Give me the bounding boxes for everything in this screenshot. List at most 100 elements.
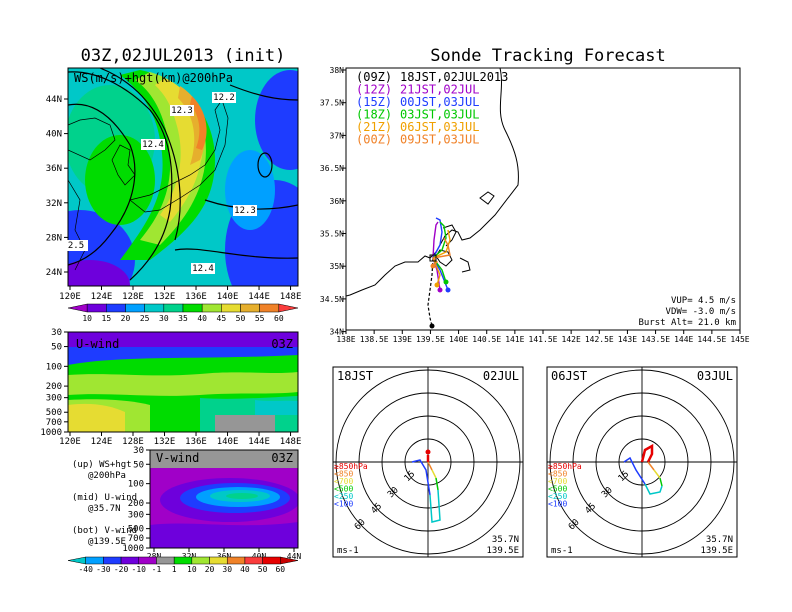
track-legend-value: 21JST,02JUL	[400, 83, 479, 97]
lon-tick-label: 140.5E	[472, 335, 501, 344]
level-label: <700	[334, 477, 353, 486]
level-label: <100	[334, 500, 353, 509]
colorbar-label: -10	[132, 565, 147, 574]
lon-tick-label: 136E	[185, 292, 207, 302]
colorbar-label: 15	[102, 314, 112, 323]
colorbar-label: 60	[274, 314, 284, 323]
contour-label-bg	[191, 263, 215, 274]
ws-colorbar: 10 15 20 25 30 35 40 45 50 55 60	[67, 303, 299, 323]
uwind-time: 03Z	[271, 337, 293, 351]
ws-map-panel: WS(m/s)+hgt(km)@200hPa 12.3 12.2 12.4 12.3 1…	[46, 67, 301, 302]
lon-tick-label: 138E	[336, 335, 355, 344]
hodo1-right: 02JUL	[483, 369, 519, 383]
colorbar-swatch	[86, 303, 107, 313]
track-legend-value: 03JST,03JUL	[400, 108, 479, 122]
p-tick-label: 700	[46, 418, 62, 428]
p-tick-label: 1000	[40, 428, 62, 438]
track-param: VUP= 4.5 m/s	[671, 296, 736, 306]
colorbar-swatch	[259, 303, 280, 313]
level-label: ≥850hPa	[334, 462, 368, 471]
lon-tick-label: 144E	[248, 437, 270, 447]
note-line: (up) WS+hgt	[72, 460, 132, 470]
lon-tick-label: 132E	[154, 292, 176, 302]
level-label: <250	[548, 492, 567, 501]
lat-tick-label: 36N	[46, 164, 62, 174]
p-tick-label: 300	[128, 510, 144, 520]
p-tick-label: 500	[128, 525, 144, 535]
p-tick-label: 700	[128, 534, 144, 544]
track-map-panel: (09Z) 18JST,02JUL2013 (12Z) 21JST,02JUL (15Z…	[320, 66, 750, 344]
colorbar-label: 60	[275, 565, 285, 574]
track-legend-label: (15Z)	[356, 95, 392, 109]
colorbar-swatch	[201, 303, 222, 313]
hodo1-lat: 35.7N	[492, 535, 519, 545]
colorbar-label: 55	[255, 314, 265, 323]
lon-tick-label: 145E	[730, 335, 749, 344]
colorbar-label: 10	[187, 565, 197, 574]
colorbar-swatch	[125, 303, 145, 313]
lon-tick-label: 138.5E	[360, 335, 389, 344]
colorbar-swatch	[67, 556, 86, 565]
lat-tick-label: 36.5N	[320, 164, 344, 173]
track-legend-label: (12Z)	[356, 83, 392, 97]
contour-label: 12.3	[234, 206, 256, 216]
lat-tick-label: 35N	[330, 262, 345, 271]
colorbar-label: 10	[82, 314, 92, 323]
colorbar-label: 50	[236, 314, 246, 323]
colorbar-swatch	[226, 556, 246, 565]
hodo2-right: 03JUL	[697, 369, 733, 383]
level-label: <100	[548, 500, 567, 509]
contour-label-bg	[212, 92, 236, 103]
level-label: <700	[548, 477, 567, 486]
colorbar-swatch	[244, 556, 263, 565]
p-tick-label: 30	[51, 328, 62, 338]
level-label: ≥850hPa	[548, 462, 582, 471]
lon-tick-label: 143.5E	[641, 335, 670, 344]
colorbar-label: 20	[205, 565, 215, 574]
level-label: <850	[548, 470, 567, 479]
lat-tick-label: 44N	[46, 95, 62, 105]
lon-tick-label: 128E	[122, 437, 144, 447]
lat-tick-label: 38N	[330, 66, 345, 75]
colorbar-label: 30	[222, 565, 232, 574]
track-legend-value: 00JST,03JUL	[400, 95, 479, 109]
note-line: @139.5E	[88, 537, 126, 547]
lat-tick-label: 28N	[147, 552, 162, 561]
lon-tick-label: 144.5E	[697, 335, 726, 344]
p-tick-label: 500	[46, 408, 62, 418]
lon-tick-label: 148E	[280, 437, 302, 447]
colorbar-swatch	[103, 556, 122, 565]
track-legend-value: 06JST,03JUL	[400, 120, 479, 134]
lon-tick-label: 140E	[217, 437, 239, 447]
right-title: Sonde Tracking Forecast	[430, 46, 665, 66]
colorbar-swatch	[120, 556, 140, 565]
colorbar-swatch	[240, 303, 260, 313]
colorbar-label: 40	[197, 314, 207, 323]
colorbar-label: 40	[240, 565, 250, 574]
lon-tick-label: 136E	[185, 437, 207, 447]
uwind-label: U-wind	[76, 337, 119, 351]
contour-label: 12.4	[192, 264, 214, 274]
panel-notes: (up) WS+hgt@200hPa (mid) U-wind@35.7N (bot…	[72, 460, 137, 547]
hodo2-unit: ms-1	[551, 546, 573, 556]
hodo1-left: 18JST	[337, 369, 373, 383]
colorbar-swatch	[191, 556, 210, 565]
note-line: (bot) V-wind	[72, 526, 137, 536]
hodo1-unit: ms-1	[337, 546, 359, 556]
vwind-label: V-wind	[156, 451, 199, 465]
lon-tick-label: 132E	[154, 437, 176, 447]
lat-tick-label: 35.5N	[320, 230, 344, 239]
contour-label-bg	[141, 139, 165, 150]
track-legend-label: (00Z)	[356, 133, 392, 147]
lon-tick-label: 142.5E	[585, 335, 614, 344]
ws-map-label: WS(m/s)+hgt(km)@200hPa	[74, 71, 233, 85]
contour-label: 2.5	[68, 241, 84, 251]
hodo2-lat: 35.7N	[706, 535, 733, 545]
level-label: <250	[334, 492, 353, 501]
lon-tick-label: 120E	[59, 292, 81, 302]
lat-tick-label: 36N	[330, 197, 345, 206]
contour-label: 12.4	[142, 140, 164, 150]
lat-tick-label: 44N	[287, 552, 302, 561]
colorbar-label: 1	[172, 565, 177, 574]
